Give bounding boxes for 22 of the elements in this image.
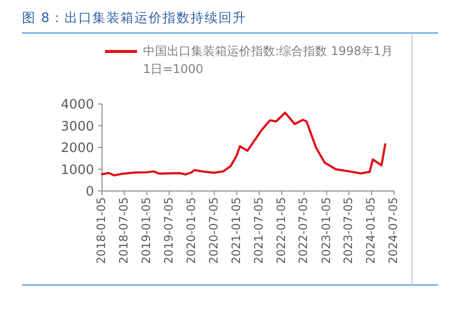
line-series [100,112,386,176]
x-tick-label: 2019-01-05 [139,197,154,264]
x-tick-label: 2020-01-05 [184,197,198,264]
x-tick-label: 2018-01-05 [94,197,108,264]
y-tick-label: 4000 [60,98,94,112]
x-tick-label: 2018-07-05 [116,197,130,264]
x-tick-label: 2024-07-05 [386,197,400,264]
x-tick-label: 2023-01-05 [318,197,333,264]
x-tick-label: 2019-07-05 [161,197,176,264]
x-tick-label: 2024-01-05 [364,197,378,264]
x-tick-label: 2023-07-05 [341,197,356,264]
x-tick-label: 2021-01-05 [229,197,244,264]
x-tick-label: 2022-07-05 [296,197,310,264]
y-tick-label: 2000 [60,141,94,156]
x-tick-label: 2021-07-05 [251,197,266,264]
x-tick-label: 2022-01-05 [274,197,288,264]
y-tick-label: 3000 [60,119,94,134]
y-tick-label: 1000 [60,162,94,178]
y-tick-label: 0 [86,184,94,200]
x-tick-label: 2020-07-05 [206,197,220,264]
chart-title: 图 8：出口集装箱运价指数持续回升 [22,10,246,27]
legend-label: 中国出口集装箱运价指数:综合指数 1998年1月1日=1000 [143,43,394,78]
